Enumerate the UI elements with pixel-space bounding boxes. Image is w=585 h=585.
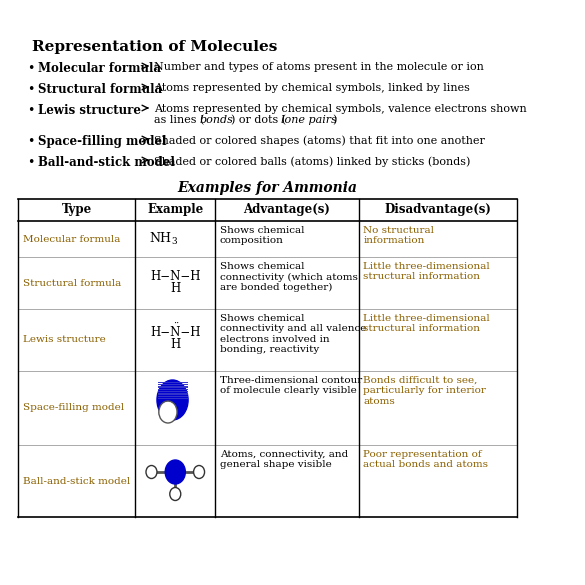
Text: Atoms, connectivity, and
general shape visible: Atoms, connectivity, and general shape v… xyxy=(219,450,348,469)
Text: Little three-dimensional
structural information: Little three-dimensional structural info… xyxy=(363,314,490,333)
Text: Examples for Ammonia: Examples for Ammonia xyxy=(177,181,357,195)
Text: Lewis structure: Lewis structure xyxy=(23,336,106,345)
Text: Molecular formula: Molecular formula xyxy=(23,235,121,243)
Ellipse shape xyxy=(146,466,157,479)
Text: •: • xyxy=(27,104,35,117)
Text: Advantage(s): Advantage(s) xyxy=(243,204,331,216)
Text: Atoms represented by chemical symbols, linked by lines: Atoms represented by chemical symbols, l… xyxy=(154,83,470,93)
Ellipse shape xyxy=(170,487,181,501)
Text: Shaded or colored shapes (atoms) that fit into one another: Shaded or colored shapes (atoms) that fi… xyxy=(154,135,484,146)
Text: ··: ·· xyxy=(173,318,180,328)
Ellipse shape xyxy=(165,460,185,484)
Text: Lewis structure: Lewis structure xyxy=(39,104,142,117)
Text: Atoms represented by chemical symbols, valence electrons shown: Atoms represented by chemical symbols, v… xyxy=(154,104,526,114)
Text: Disadvantage(s): Disadvantage(s) xyxy=(384,204,491,216)
Text: Representation of Molecules: Representation of Molecules xyxy=(32,40,277,54)
Text: •: • xyxy=(27,83,35,96)
Text: Ball-and-stick model: Ball-and-stick model xyxy=(23,477,130,486)
Text: Shows chemical
connectivity (which atoms
are bonded together): Shows chemical connectivity (which atoms… xyxy=(219,262,357,292)
Ellipse shape xyxy=(160,402,176,422)
Text: Poor representation of
actual bonds and atoms: Poor representation of actual bonds and … xyxy=(363,450,488,469)
Text: H−N−H: H−N−H xyxy=(150,325,201,339)
Text: •: • xyxy=(27,156,35,169)
Text: Structural formula: Structural formula xyxy=(39,83,163,96)
Text: Space-filling model: Space-filling model xyxy=(39,135,167,148)
Text: as lines (: as lines ( xyxy=(154,115,204,125)
Text: Structural formula: Structural formula xyxy=(23,278,121,287)
Text: H: H xyxy=(170,338,180,350)
Text: ): ) xyxy=(332,115,337,125)
Ellipse shape xyxy=(157,380,188,420)
Text: lone pairs: lone pairs xyxy=(281,115,337,125)
Text: 3: 3 xyxy=(171,238,177,246)
Text: Shows chemical
connectivity and all valence
electrons involved in
bonding, react: Shows chemical connectivity and all vale… xyxy=(219,314,366,354)
Text: Space-filling model: Space-filling model xyxy=(23,404,124,412)
Text: H−N−H: H−N−H xyxy=(150,270,201,283)
Text: Molecular formula: Molecular formula xyxy=(39,62,161,75)
Text: •: • xyxy=(27,62,35,75)
Text: H: H xyxy=(170,281,180,294)
Text: Three-dimensional contour
of molecule clearly visible: Three-dimensional contour of molecule cl… xyxy=(219,376,362,395)
Text: No structural
information: No structural information xyxy=(363,226,434,245)
Text: Shows chemical
composition: Shows chemical composition xyxy=(219,226,304,245)
Text: Example: Example xyxy=(147,204,204,216)
Text: •: • xyxy=(27,135,35,148)
Text: Type: Type xyxy=(62,204,92,216)
Text: Number and types of atoms present in the molecule or ion: Number and types of atoms present in the… xyxy=(154,62,484,72)
Text: Shaded or colored balls (atoms) linked by sticks (bonds): Shaded or colored balls (atoms) linked b… xyxy=(154,156,470,167)
Text: ) or dots (: ) or dots ( xyxy=(231,115,286,125)
Text: Little three-dimensional
structural information: Little three-dimensional structural info… xyxy=(363,262,490,281)
Text: NH: NH xyxy=(150,232,171,246)
Text: Ball-and-stick model: Ball-and-stick model xyxy=(39,156,176,169)
Text: bonds: bonds xyxy=(200,115,234,125)
Text: Bonds difficult to see,
particularly for interior
atoms: Bonds difficult to see, particularly for… xyxy=(363,376,486,406)
Ellipse shape xyxy=(194,466,205,479)
